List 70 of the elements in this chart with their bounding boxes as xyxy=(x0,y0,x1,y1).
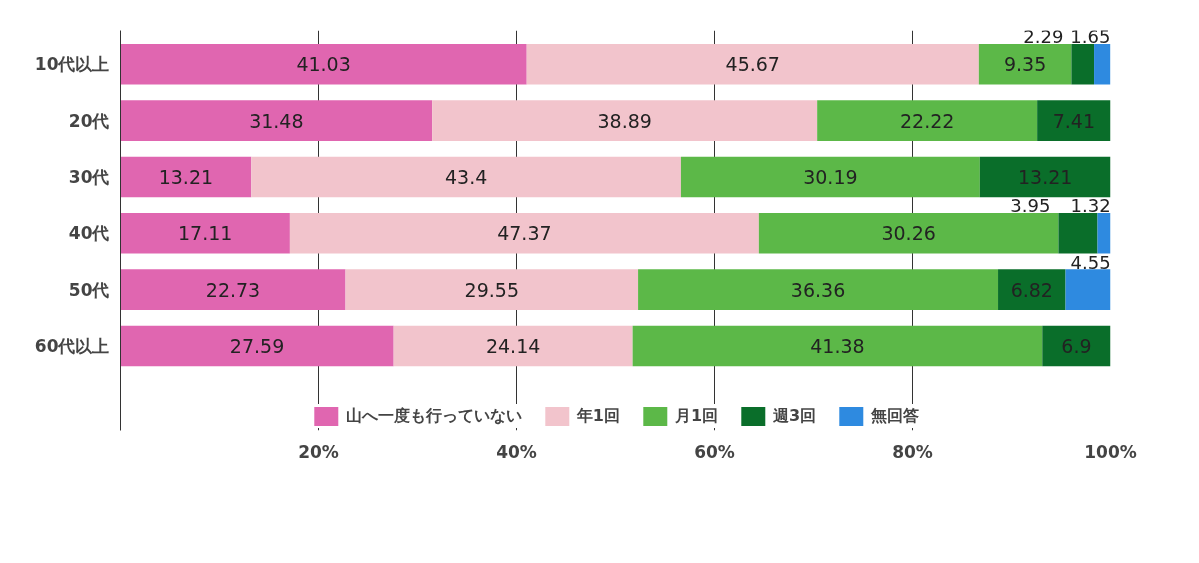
x-tick-label: 60% xyxy=(694,441,735,462)
y-tick-label: 10代以上 xyxy=(34,54,110,75)
y-tick-label: 30代 xyxy=(68,166,110,187)
data-label: 6.9 xyxy=(1061,334,1092,357)
legend-label: 年1回 xyxy=(576,405,620,427)
bar xyxy=(978,44,1072,85)
bar xyxy=(345,269,639,310)
data-label: 41.03 xyxy=(296,53,351,76)
data-label: 27.59 xyxy=(229,334,285,357)
data-label: 45.67 xyxy=(725,53,780,76)
bar xyxy=(1037,100,1111,141)
bar xyxy=(979,156,1111,198)
bar xyxy=(758,213,1059,254)
data-label: 6.82 xyxy=(1010,278,1053,301)
bar xyxy=(251,156,681,198)
data-label: 36.36 xyxy=(790,278,846,301)
bar xyxy=(1094,44,1111,85)
bar xyxy=(1071,44,1095,85)
x-tick-label: 40% xyxy=(496,441,537,462)
data-label: 31.48 xyxy=(249,109,304,132)
y-tick-label: 50代 xyxy=(68,279,110,300)
data-label: 43.4 xyxy=(444,165,488,188)
data-label: 1.32 xyxy=(1070,195,1111,217)
y-tick-label: 60代以上 xyxy=(34,335,110,356)
x-tick-label: 100% xyxy=(1084,441,1137,462)
bar xyxy=(120,269,346,310)
bar xyxy=(120,325,394,367)
legend-label: 月1回 xyxy=(674,405,719,427)
data-label: 30.26 xyxy=(881,222,936,245)
data-label: 9.35 xyxy=(1003,53,1047,76)
data-label: 7.41 xyxy=(1052,109,1095,132)
x-tick-label: 80% xyxy=(892,441,933,462)
data-label: 22.22 xyxy=(899,109,955,132)
legend-label: 山へ一度も行っていない xyxy=(345,405,522,427)
bar xyxy=(1065,269,1111,310)
data-label: 4.55 xyxy=(1070,251,1111,273)
bar xyxy=(680,156,980,198)
data-label: 2.29 xyxy=(1023,26,1064,48)
bar xyxy=(120,213,290,254)
bar xyxy=(432,100,818,141)
bar xyxy=(393,325,633,367)
bar xyxy=(632,325,1043,367)
bar xyxy=(289,213,759,254)
data-label: 13.21 xyxy=(1018,165,1073,188)
bar xyxy=(817,100,1038,141)
legend-label: 週3回 xyxy=(773,405,817,427)
bar xyxy=(120,100,433,141)
bar xyxy=(998,269,1066,310)
data-label: 22.73 xyxy=(205,278,261,301)
data-label: 47.37 xyxy=(497,222,552,245)
y-tick-label: 40代 xyxy=(68,223,110,244)
bar xyxy=(1042,325,1111,367)
x-tick-label: 20% xyxy=(298,441,339,462)
data-label: 24.14 xyxy=(485,334,541,357)
bar xyxy=(526,44,979,85)
bar xyxy=(638,269,999,310)
legend-label: 無回答 xyxy=(871,405,920,427)
bar xyxy=(120,44,527,85)
bar xyxy=(1097,213,1111,254)
data-label: 30.19 xyxy=(803,165,858,188)
data-label: 29.55 xyxy=(464,278,520,301)
bar xyxy=(120,156,252,198)
bar xyxy=(1058,213,1098,254)
data-label: 38.89 xyxy=(597,109,652,132)
data-label: 1.65 xyxy=(1070,26,1111,48)
data-label: 3.95 xyxy=(1010,195,1051,217)
data-label: 13.21 xyxy=(158,165,214,188)
y-tick-label: 20代 xyxy=(68,110,110,131)
data-label: 17.11 xyxy=(178,222,233,245)
data-label: 41.38 xyxy=(810,334,865,357)
